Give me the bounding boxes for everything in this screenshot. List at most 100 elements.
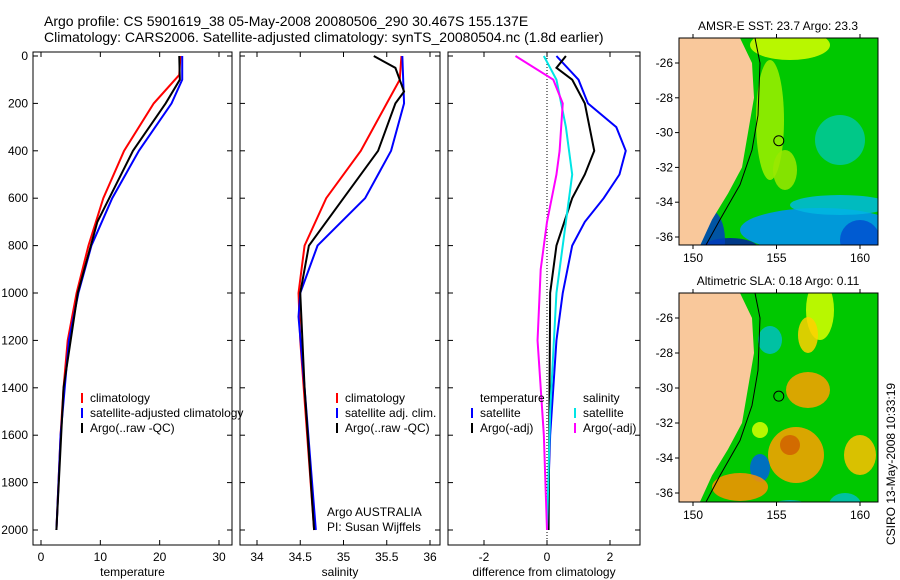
axes-frame-1 bbox=[239, 51, 441, 546]
x-tick-label: 155 bbox=[766, 251, 786, 265]
legend-label: climatology bbox=[345, 391, 405, 405]
legend-label: satellite-adjusted climatology bbox=[90, 406, 243, 420]
x-tick-label: 30 bbox=[212, 550, 226, 564]
land bbox=[679, 38, 754, 245]
legend-label: Argo(-adj) bbox=[583, 421, 636, 435]
field-patch bbox=[815, 115, 865, 165]
y-tick-label: 1800 bbox=[1, 476, 28, 490]
legend-label: Argo(-adj) bbox=[480, 421, 533, 435]
series-line-argo bbox=[55, 55, 181, 531]
legend-label: Argo(..raw -QC) bbox=[90, 421, 175, 435]
x-tick-label: 0 bbox=[544, 550, 551, 564]
x-tick-label: 10 bbox=[94, 550, 108, 564]
axes-frame-2 bbox=[447, 51, 641, 546]
y-tick-label: -30 bbox=[656, 381, 674, 395]
axes-frame-0 bbox=[32, 51, 233, 546]
y-tick-label: -30 bbox=[656, 126, 674, 140]
field-patch bbox=[840, 220, 878, 245]
field-patch bbox=[798, 317, 818, 353]
y-tick-label: -26 bbox=[656, 56, 674, 70]
y-tick-label: 1000 bbox=[1, 286, 28, 300]
y-tick-label: -26 bbox=[656, 311, 674, 325]
x-tick-label: 160 bbox=[850, 251, 870, 265]
field-patch bbox=[758, 326, 782, 354]
y-tick-label: 200 bbox=[8, 96, 28, 110]
series-line-argo bbox=[299, 55, 406, 531]
series-line-sal-argo bbox=[514, 55, 564, 531]
y-tick-label: 400 bbox=[8, 144, 28, 158]
x-axis-label: salinity bbox=[322, 565, 359, 579]
map-title: Altimetric SLA: 0.18 Argo: 0.11 bbox=[697, 274, 860, 288]
map-field bbox=[679, 293, 878, 550]
field-patch bbox=[829, 493, 861, 502]
legend-label: satellite adj. clim. bbox=[345, 406, 436, 420]
y-tick-label: 1400 bbox=[1, 381, 28, 395]
legend-label: climatology bbox=[90, 391, 150, 405]
y-tick-label: -28 bbox=[656, 91, 674, 105]
x-axis-label: difference from climatology bbox=[472, 565, 615, 579]
annotation: PI: Susan Wijffels bbox=[327, 520, 421, 534]
field-patch bbox=[790, 195, 878, 215]
field-patch bbox=[712, 473, 768, 501]
x-tick-label: 35.5 bbox=[375, 550, 399, 564]
field-patch bbox=[780, 435, 800, 455]
y-tick-label: -28 bbox=[656, 346, 674, 360]
y-tick-label: 0 bbox=[21, 49, 28, 63]
x-tick-label: 36 bbox=[423, 550, 437, 564]
x-tick-label: -2 bbox=[479, 550, 490, 564]
y-tick-label: -36 bbox=[656, 230, 674, 244]
isobath-line bbox=[705, 293, 761, 502]
x-tick-label: 150 bbox=[683, 251, 703, 265]
map-frame bbox=[678, 37, 879, 246]
field-patch bbox=[786, 530, 838, 550]
x-tick-label: 2 bbox=[607, 550, 614, 564]
y-tick-label: 1200 bbox=[1, 333, 28, 347]
y-tick-label: 800 bbox=[8, 239, 28, 253]
x-tick-label: 155 bbox=[766, 508, 786, 522]
field-patch bbox=[750, 38, 830, 60]
annotation: Argo AUSTRALIA bbox=[327, 505, 422, 519]
series-line-temp-satellite bbox=[546, 55, 627, 531]
map-field bbox=[679, 38, 878, 245]
x-axis-label: temperature bbox=[100, 565, 165, 579]
series-line-satellite bbox=[55, 56, 184, 531]
x-tick-label: 20 bbox=[153, 550, 167, 564]
legend-label: satellite bbox=[583, 406, 624, 420]
series-line-temp-argo bbox=[547, 55, 596, 531]
land bbox=[679, 293, 754, 502]
y-tick-label: 1600 bbox=[1, 428, 28, 442]
y-tick-label: -32 bbox=[656, 160, 674, 174]
field-patch bbox=[773, 150, 797, 190]
series-line-sal-satellite bbox=[542, 55, 574, 531]
y-tick-label: -32 bbox=[656, 416, 674, 430]
x-tick-label: 34 bbox=[250, 550, 264, 564]
legend-label: Argo(..raw -QC) bbox=[345, 421, 430, 435]
figure-title: Argo profile: CS 5901619_38 05-May-2008 … bbox=[44, 13, 529, 29]
map-title: AMSR-E SST: 23.7 Argo: 23.3 bbox=[698, 19, 858, 33]
legend-header: salinity bbox=[583, 391, 620, 405]
credit-label: CSIRO 13-May-2008 10:33:19 bbox=[884, 383, 898, 545]
legend-label: satellite bbox=[480, 406, 521, 420]
y-tick-label: -34 bbox=[656, 195, 674, 209]
map-sla: Altimetric SLA: 0.18 Argo: 0.11 -26 -28 -30… bbox=[656, 274, 879, 550]
field-patch bbox=[786, 372, 830, 408]
field-patch bbox=[844, 435, 876, 475]
field-patch bbox=[750, 454, 770, 482]
legend-header: temperature bbox=[480, 391, 545, 405]
x-tick-label: 35 bbox=[337, 550, 351, 564]
y-tick-label: 600 bbox=[8, 191, 28, 205]
y-tick-label: -36 bbox=[656, 486, 674, 500]
map-sst: AMSR-E SST: 23.7 Argo: 23.3 -26 -28 -30 -32 -… bbox=[656, 19, 879, 265]
map-frame bbox=[678, 292, 879, 503]
x-tick-label: 160 bbox=[850, 508, 870, 522]
y-tick-label: 2000 bbox=[1, 523, 28, 537]
argo-position-marker bbox=[773, 135, 785, 147]
field-patch bbox=[768, 427, 824, 483]
isobath-line bbox=[705, 38, 761, 245]
argo-position-marker bbox=[773, 390, 785, 402]
field-patch bbox=[756, 60, 784, 180]
field-patch bbox=[752, 422, 768, 438]
y-tick-label: -34 bbox=[656, 451, 674, 465]
